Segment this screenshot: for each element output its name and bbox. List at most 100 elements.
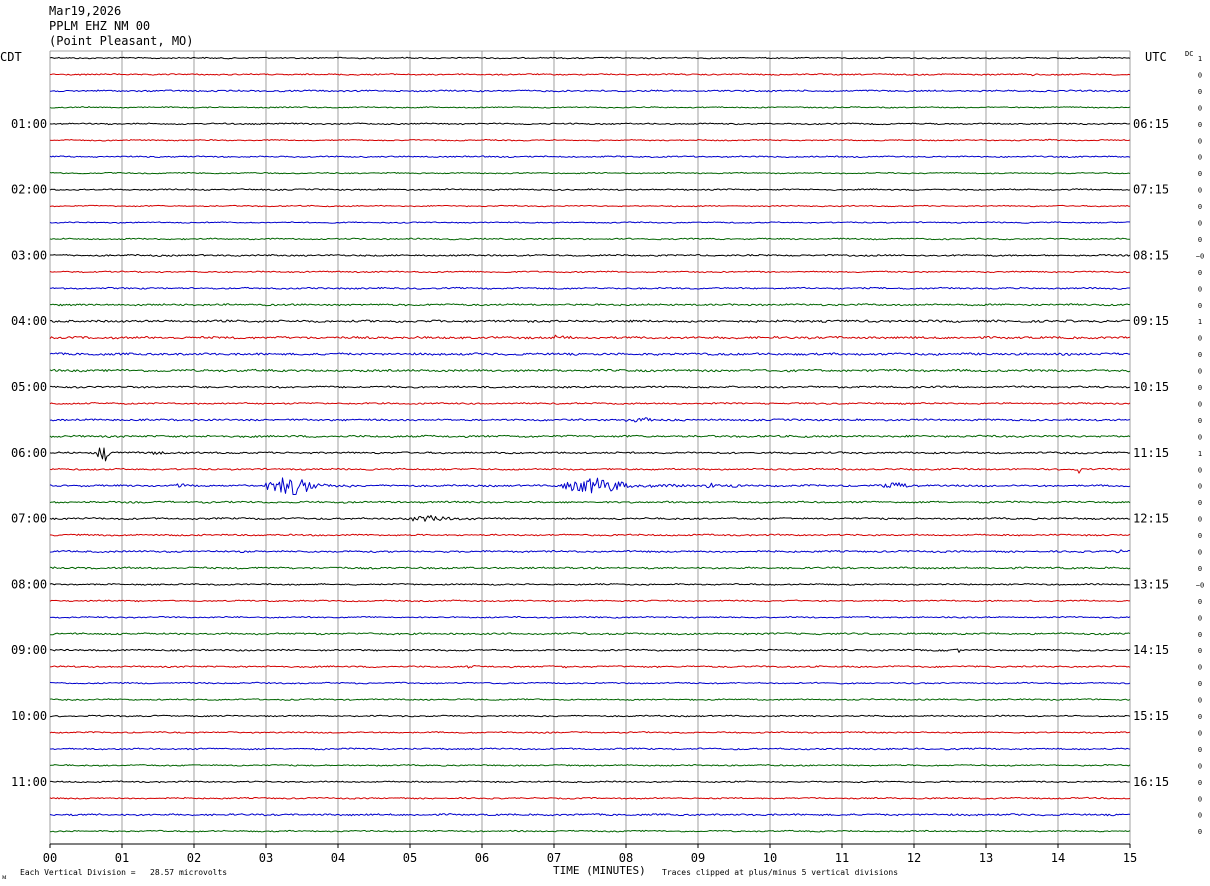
utc-hour-label: 15:15 [1133,709,1169,723]
seismic-trace-1 [49,73,1131,77]
x-tick-label: 13 [979,851,993,865]
seismic-trace-25 [49,467,1131,474]
cdt-axis-title: CDT [0,50,22,64]
seismic-trace-32 [49,583,1131,586]
seismic-trace-6 [49,155,1131,159]
dc-offset-value: 0 [1198,762,1202,770]
dc-offset-value: 0 [1198,631,1202,639]
header-location: (Point Pleasant, MO) [49,34,194,48]
seismic-trace-11 [49,237,1131,241]
utc-hour-label: 12:15 [1133,512,1169,526]
dc-offset-value: 0 [1198,795,1202,803]
dc-offset-column: 1 0 0 0 0 0 0 0 0 0 0 0 −0 0 0 0 1 0 0 0 0 0 0 0 1 0 0 0 0 0 0 0 −0 0 0 0 0 0… [1196,55,1204,836]
utc-hour-labels: 06:15 07:15 08:15 09:15 10:15 11:15 12:15 13:15… [1133,117,1169,789]
dc-offset-value: 0 [1198,104,1202,112]
cdt-hour-label: 04:00 [11,314,47,328]
utc-hour-label: 14:15 [1133,643,1169,657]
dc-offset-value: 1 [1198,55,1202,63]
dc-offset-value: 0 [1198,680,1202,688]
dc-offset-value: 0 [1198,483,1202,491]
seismic-trace-19 [49,368,1131,373]
x-tick-label: 09 [691,851,705,865]
cdt-hour-label: 10:00 [11,709,47,723]
dc-offset-value: 0 [1198,417,1202,425]
dc-offset-value: 0 [1198,499,1202,507]
seismic-trace-41 [49,731,1131,734]
x-tick-label: 14 [1051,851,1065,865]
seismic-trace-24 [49,447,1131,462]
dc-offset-value: 0 [1198,828,1202,836]
dc-offset-value: 0 [1198,532,1202,540]
dc-offset-value: −0 [1196,252,1204,260]
dc-offset-value: 0 [1198,746,1202,754]
seismic-trace-39 [49,698,1131,701]
seismic-trace-18 [49,352,1131,356]
dc-offset-value: 0 [1198,121,1202,129]
cdt-hour-label: 07:00 [11,512,47,526]
x-axis-label: TIME (MINUTES) [553,864,646,877]
cdt-hour-label: 01:00 [11,117,47,131]
seismic-trace-20 [49,385,1131,389]
dc-offset-value: 0 [1198,565,1202,573]
seismic-trace-36 [49,648,1131,653]
dc-offset-value: 0 [1198,400,1202,408]
utc-hour-label: 11:15 [1133,446,1169,460]
seismic-trace-2 [49,89,1131,93]
x-tick-label: 06 [475,851,489,865]
clip-note: Traces clipped at plus/minus 5 vertical … [662,868,898,877]
corner-mark: ᴍ [2,873,7,881]
vertical-gridlines [49,50,1131,848]
seismic-trace-13 [49,270,1131,274]
dc-offset-value: −0 [1196,581,1204,589]
x-tick-label: 02 [187,851,201,865]
dc-offset-value: 0 [1198,697,1202,705]
dc-offset-value: 0 [1198,220,1202,228]
seismic-trace-3 [49,106,1131,109]
seismic-trace-33 [49,599,1131,603]
seismic-trace-42 [49,747,1131,751]
seismic-trace-29 [49,533,1131,537]
seismic-trace-17 [49,334,1131,340]
seismic-trace-27 [49,500,1131,504]
dc-offset-value: 0 [1198,466,1202,474]
dc-offset-value: 0 [1198,170,1202,178]
x-tick-label: 08 [619,851,633,865]
seismic-trace-21 [49,402,1131,405]
cdt-hour-label: 09:00 [11,643,47,657]
seismic-trace-15 [49,303,1131,307]
cdt-hour-labels: 01:00 02:00 03:00 04:00 05:00 06:00 07:00 08:00… [11,117,47,789]
dc-offset-value: 0 [1198,384,1202,392]
dc-offset-value: 0 [1198,516,1202,524]
dc-offset-value: 0 [1198,351,1202,359]
x-tick-label: 07 [547,851,561,865]
utc-hour-label: 10:15 [1133,380,1169,394]
dc-offset-value: 0 [1198,779,1202,787]
dc-offset-value: 0 [1198,433,1202,441]
utc-hour-label: 08:15 [1133,248,1169,262]
dc-offset-value: 0 [1198,302,1202,310]
utc-hour-label: 09:15 [1133,314,1169,328]
dc-offset-value: 0 [1198,285,1202,293]
seismic-trace-4 [49,122,1131,126]
utc-hour-label: 16:15 [1133,775,1169,789]
dc-offset-value: 0 [1198,269,1202,277]
seismic-trace-16 [49,319,1131,323]
x-tick-label: 05 [403,851,417,865]
dc-offset-value: 0 [1198,187,1202,195]
x-tick-label: 10 [763,851,777,865]
x-tick-labels: 00 01 02 03 04 05 06 07 08 09 10 11 12 13 14 15 [43,851,1137,865]
seismic-trace-7 [49,171,1131,175]
seismic-trace-12 [49,253,1131,257]
utc-axis-title: UTC [1145,50,1167,64]
dc-offset-value: 0 [1198,71,1202,79]
x-tick-label: 11 [835,851,849,865]
cdt-hour-label: 03:00 [11,248,47,262]
seismic-trace-22 [49,417,1131,423]
seismic-trace-46 [49,813,1131,817]
dc-offset-value: 0 [1198,335,1202,343]
x-tick-label: 15 [1123,851,1137,865]
cdt-hour-label: 08:00 [11,577,47,591]
utc-hour-label: 06:15 [1133,117,1169,131]
utc-hour-label: 13:15 [1133,577,1169,591]
